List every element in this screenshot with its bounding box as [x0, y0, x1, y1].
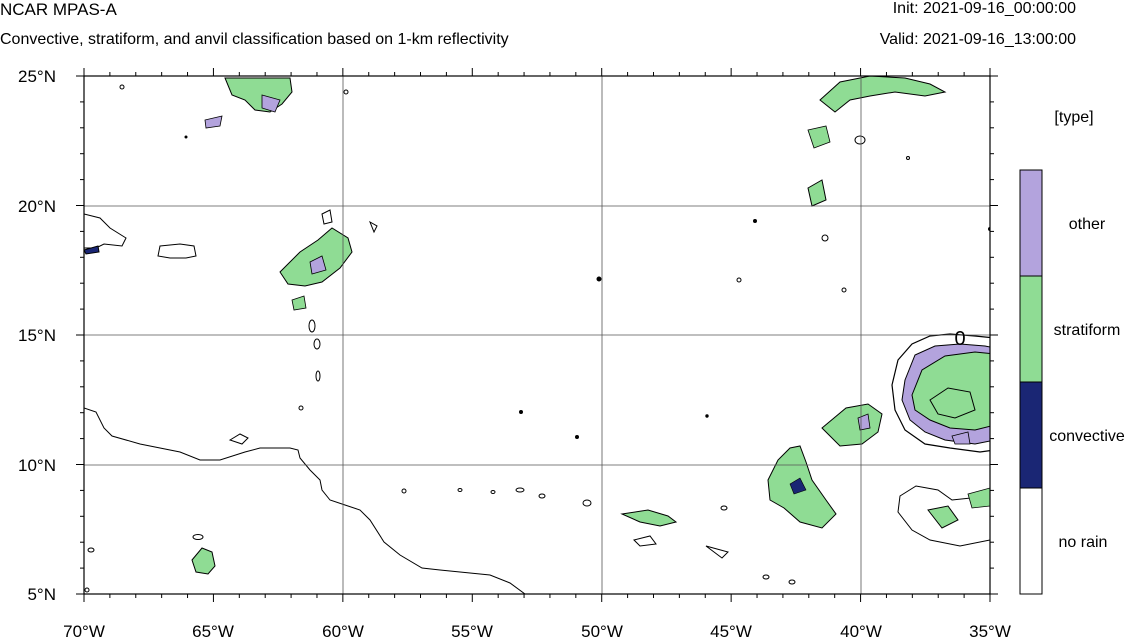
lon-tick-label: 40°W: [840, 622, 882, 641]
scattered-cells: [84, 156, 990, 593]
legend-label-stratiform: stratiform: [1054, 322, 1121, 339]
model-title: NCAR MPAS-A: [0, 0, 117, 19]
lon-tick-label: 45°W: [710, 622, 752, 641]
contour-label: 0: [954, 328, 965, 350]
longitude-labels: 70°W 65°W 60°W 55°W 50°W 45°W 40°W 35°W: [63, 622, 1011, 641]
legend-swatch-other: [1019, 169, 1043, 277]
valid-time: Valid: 2021-09-16_13:00:00: [879, 31, 1076, 48]
lon-tick-label: 50°W: [581, 622, 623, 641]
rain-cluster: [897, 485, 990, 547]
rain-cluster: [807, 76, 947, 242]
legend-label-other: other: [1069, 216, 1106, 233]
legend-swatch-no-rain: [1019, 487, 1043, 595]
precipitation-layer: [84, 76, 990, 593]
axis-ticks: [76, 68, 998, 602]
lat-tick-label: 20°N: [18, 197, 56, 216]
lat-tick-label: 25°N: [18, 67, 56, 86]
coastlines: [84, 213, 526, 594]
lat-tick-label: 5°N: [27, 585, 56, 604]
legend-label-convective: convective: [1049, 428, 1125, 445]
legend-label-no-rain: no rain: [1059, 534, 1108, 551]
lon-tick-label: 65°W: [192, 622, 234, 641]
lon-tick-label: 70°W: [63, 622, 105, 641]
init-time: Init: 2021-09-16_00:00:00: [892, 0, 1076, 17]
lon-tick-label: 60°W: [322, 622, 364, 641]
rain-cluster: [119, 77, 349, 139]
legend-swatch-stratiform: [1019, 275, 1043, 383]
latitude-labels: 25°N 20°N 15°N 10°N 5°N: [18, 67, 56, 604]
rain-cluster: [620, 509, 729, 559]
lat-tick-label: 15°N: [18, 326, 56, 345]
rain-system: [891, 333, 990, 453]
legend-title: [type]: [1054, 109, 1093, 126]
plot-subtitle: Convective, stratiform, and anvil classi…: [0, 31, 509, 48]
lon-tick-label: 35°W: [969, 622, 1011, 641]
rain-cluster: [191, 534, 216, 575]
rain-cluster: [279, 209, 378, 382]
legend: [type] other stratiform convective no ra…: [1019, 109, 1125, 595]
rain-cluster: [767, 403, 883, 529]
lon-tick-label: 55°W: [451, 622, 493, 641]
lat-tick-label: 10°N: [18, 456, 56, 475]
legend-swatch-convective: [1019, 381, 1043, 489]
graticule: [84, 76, 990, 594]
